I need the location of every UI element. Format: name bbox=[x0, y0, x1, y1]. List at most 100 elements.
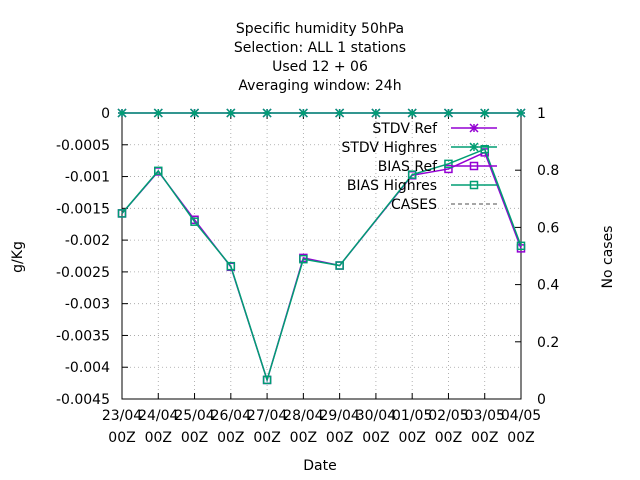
series-point bbox=[190, 108, 200, 118]
x-tick-label-time: 00Z bbox=[507, 430, 534, 446]
y-tick-label: -0.0025 bbox=[56, 265, 110, 281]
series-point bbox=[335, 261, 344, 270]
legend-item: BIAS Ref bbox=[378, 159, 497, 175]
series-point-stroke bbox=[443, 108, 453, 118]
series-point bbox=[444, 164, 453, 174]
series-point-stroke bbox=[469, 142, 479, 152]
title-line: Selection: ALL 1 stations bbox=[234, 40, 406, 56]
series-point-stroke bbox=[335, 108, 345, 118]
series-point bbox=[444, 159, 453, 169]
x-tick-label-time: 00Z bbox=[471, 430, 498, 446]
x-axis-ticks: 23/0400Z24/0400Z25/0400Z26/0400Z27/0400Z… bbox=[102, 113, 541, 446]
series-point bbox=[371, 108, 381, 118]
series-point-stroke bbox=[407, 108, 417, 118]
x-tick-label-time: 00Z bbox=[217, 430, 244, 446]
series-point bbox=[226, 261, 236, 271]
series-point bbox=[469, 123, 479, 133]
y-tick-label: 0 bbox=[101, 106, 110, 122]
x-tick-label-time: 00Z bbox=[108, 430, 135, 446]
series-point bbox=[117, 209, 127, 218]
series-point bbox=[480, 144, 489, 154]
series-point-stroke bbox=[190, 108, 200, 118]
series-point-stroke bbox=[298, 108, 308, 118]
series-point-stroke bbox=[153, 108, 163, 118]
series-point bbox=[190, 217, 199, 226]
y-tick-label: -0.002 bbox=[65, 233, 110, 249]
x-tick-label: 24/04 bbox=[138, 408, 178, 424]
x-tick-label: 26/04 bbox=[211, 408, 251, 424]
y2-tick-label: 0.4 bbox=[537, 278, 559, 294]
y-tick-label: -0.004 bbox=[65, 360, 110, 376]
x-tick-label-time: 00Z bbox=[181, 430, 208, 446]
series-point bbox=[154, 166, 163, 176]
x-tick-label-time: 00Z bbox=[326, 430, 353, 446]
series-point-stroke bbox=[480, 108, 490, 118]
x-tick-label-time: 00Z bbox=[145, 430, 172, 446]
series-point bbox=[516, 241, 526, 251]
y2-tick-label: 0.6 bbox=[537, 220, 559, 236]
x-tick-label: 03/05 bbox=[465, 408, 505, 424]
chart-title: Specific humidity 50hPa Selection: ALL 1 … bbox=[234, 21, 406, 94]
legend-label: STDV Highres bbox=[341, 140, 437, 156]
series-line bbox=[121, 148, 522, 383]
series-point-stroke bbox=[117, 108, 127, 118]
x-tick-label: 01/05 bbox=[392, 408, 432, 424]
y-axis-label: g/Kg bbox=[10, 241, 26, 273]
x-tick-label-time: 00Z bbox=[435, 430, 462, 446]
series-point-stroke bbox=[516, 108, 526, 118]
y2-tick-label: 0 bbox=[537, 392, 546, 408]
y2-axis-ticks: 0 0.2 0.4 0.6 0.8 1 bbox=[515, 106, 559, 408]
x-tick-label: 29/04 bbox=[319, 408, 359, 424]
y2-tick-label: 0.8 bbox=[537, 163, 559, 179]
series-point bbox=[480, 108, 490, 118]
title-line: Used 12 + 06 bbox=[272, 59, 368, 75]
y-axis-ticks: 0 -0.0005 -0.001 -0.0015 -0.002 -0.0025 -0.003… bbox=[56, 106, 128, 408]
y-tick-label: -0.0035 bbox=[56, 328, 110, 344]
x-tick-label-time: 00Z bbox=[398, 430, 425, 446]
y-tick-label: -0.001 bbox=[65, 170, 110, 186]
series-point bbox=[299, 254, 308, 264]
x-tick-label: 28/04 bbox=[283, 408, 323, 424]
legend-label: BIAS Highres bbox=[347, 178, 437, 194]
legend-item: STDV Highres bbox=[341, 140, 497, 156]
y-tick-label: -0.0045 bbox=[56, 392, 110, 408]
legend-item: BIAS Highres bbox=[347, 178, 497, 194]
series bbox=[117, 108, 526, 385]
x-tick-label: 23/04 bbox=[102, 408, 142, 424]
plot-area-frame bbox=[121, 112, 522, 400]
legend-item: CASES bbox=[391, 197, 497, 213]
series-point bbox=[226, 108, 236, 118]
grid bbox=[122, 113, 521, 399]
y-tick-label: -0.003 bbox=[65, 297, 110, 313]
legend-label: STDV Ref bbox=[372, 121, 438, 137]
x-tick-label: 02/05 bbox=[428, 408, 468, 424]
y2-tick-label: 0.2 bbox=[537, 335, 559, 351]
series-point-stroke bbox=[469, 123, 479, 133]
y-tick-label: -0.0005 bbox=[56, 138, 110, 154]
series-point bbox=[469, 180, 479, 190]
series-bias-highres bbox=[117, 144, 526, 385]
x-tick-label: 25/04 bbox=[174, 408, 214, 424]
series-stdv-highres bbox=[117, 108, 526, 118]
series-point bbox=[117, 108, 127, 118]
legend-label: CASES bbox=[391, 197, 437, 213]
series-point bbox=[407, 108, 417, 118]
series-bias-ref bbox=[117, 148, 526, 385]
series-point bbox=[469, 142, 479, 152]
series-line bbox=[121, 151, 522, 383]
series-point bbox=[407, 170, 417, 179]
series-point bbox=[469, 161, 479, 171]
series-point bbox=[262, 108, 272, 118]
x-tick-label-time: 00Z bbox=[362, 430, 389, 446]
x-tick-label-time: 00Z bbox=[290, 430, 317, 446]
series-point bbox=[516, 108, 526, 118]
series-point bbox=[153, 108, 163, 118]
x-tick-label: 27/04 bbox=[247, 408, 287, 424]
series-point bbox=[443, 108, 453, 118]
series-point bbox=[298, 108, 308, 118]
title-line: Specific humidity 50hPa bbox=[236, 21, 404, 37]
series-point-stroke bbox=[226, 108, 236, 118]
series-point bbox=[262, 375, 272, 385]
x-tick-label: 04/05 bbox=[501, 408, 541, 424]
x-axis-label: Date bbox=[303, 458, 336, 474]
